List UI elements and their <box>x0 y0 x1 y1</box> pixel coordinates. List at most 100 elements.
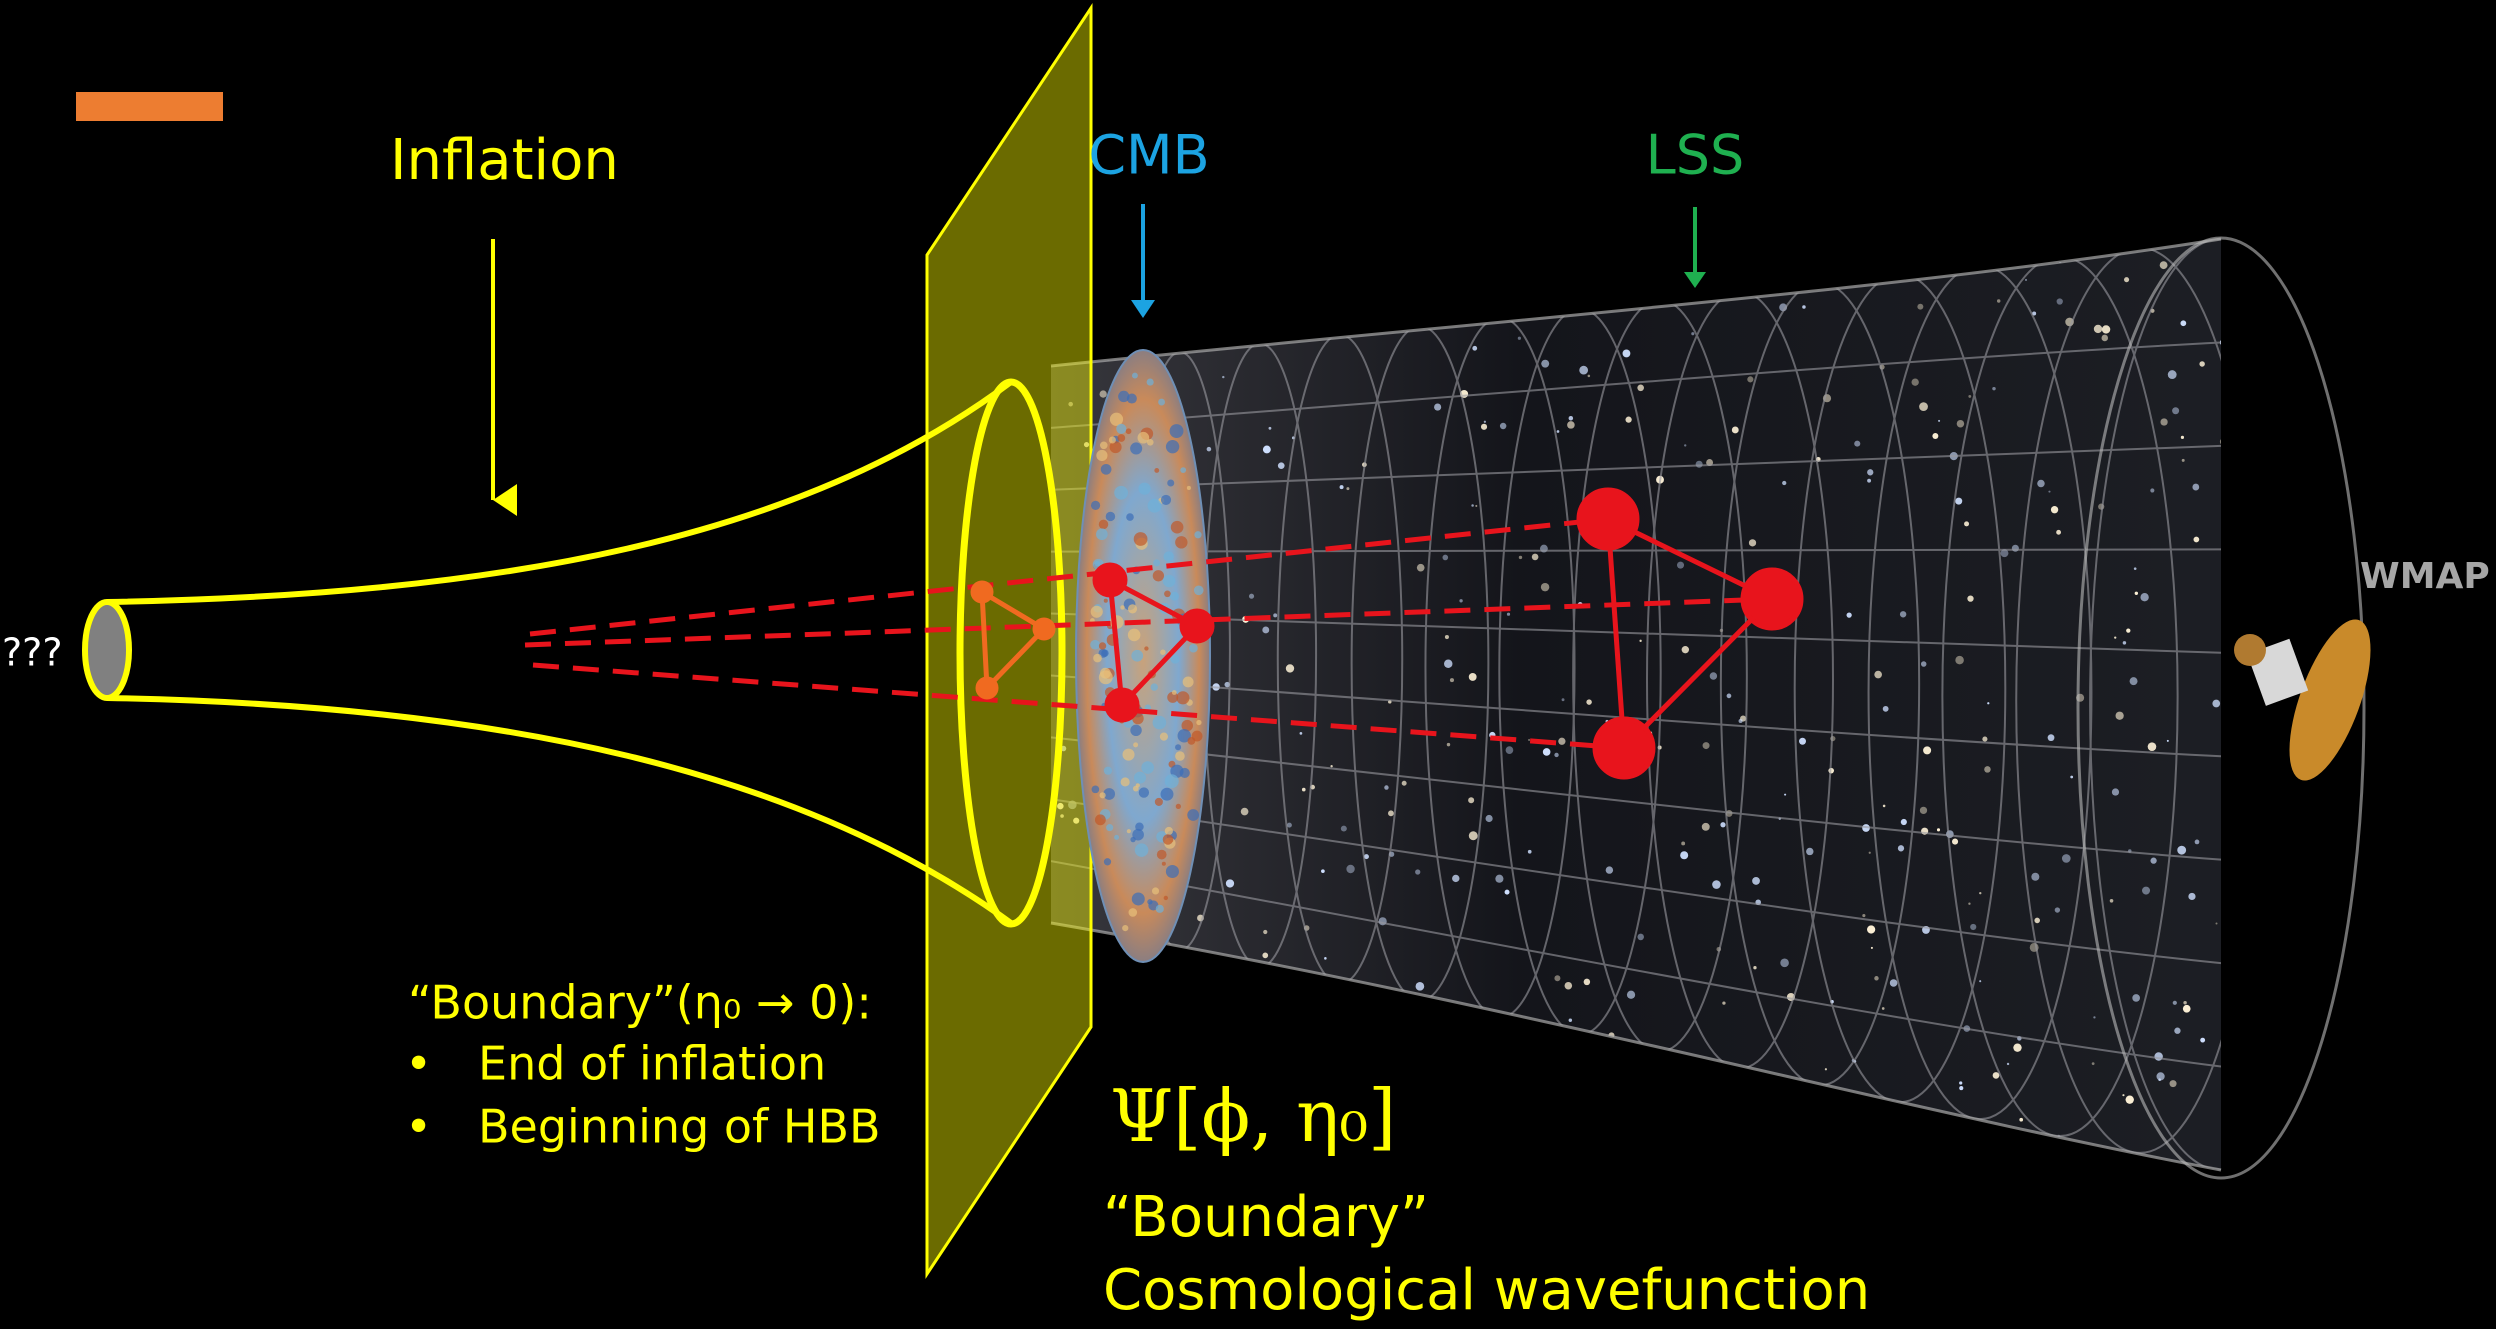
cmb-arrow-head <box>1131 300 1155 318</box>
decoration <box>1173 283 1179 289</box>
decoration <box>1096 450 1107 461</box>
decoration <box>1702 823 1710 831</box>
decoration <box>1970 924 1976 930</box>
decoration <box>2167 740 2169 742</box>
decoration <box>2199 361 2204 366</box>
decoration <box>2031 873 2039 881</box>
decoration <box>1637 934 1644 941</box>
decoration <box>2212 700 2220 708</box>
decoration <box>1955 498 1962 505</box>
decoration <box>1853 233 1857 237</box>
decoration <box>1444 660 1452 668</box>
decoration <box>1447 743 1450 746</box>
decoration <box>1269 1030 1276 1037</box>
decoration <box>1148 499 1162 513</box>
decoration <box>1415 869 1420 874</box>
decoration <box>2037 480 2045 488</box>
decoration <box>2282 898 2289 905</box>
decoration <box>2140 593 2148 601</box>
decoration <box>2094 325 2102 333</box>
decoration <box>1720 822 1725 827</box>
decoration <box>1175 744 1181 750</box>
decoration <box>1890 979 1898 987</box>
decoration <box>1147 899 1152 904</box>
decoration <box>1095 1027 1098 1030</box>
decoration <box>1194 585 1204 595</box>
decoration <box>2170 1080 2177 1087</box>
decoration <box>2019 1118 2023 1122</box>
decoration <box>1058 1103 1062 1107</box>
decoration <box>1967 595 1973 601</box>
decoration <box>1484 421 1486 423</box>
decoration <box>1334 298 1339 303</box>
decoration <box>2277 769 2283 775</box>
decoration <box>1300 732 1303 735</box>
decoration <box>2148 742 2157 751</box>
decoration <box>1091 606 1103 618</box>
decoration <box>2177 846 2186 855</box>
decoration <box>1104 599 1108 603</box>
decoration <box>1116 424 1126 434</box>
decoration <box>1519 556 1522 559</box>
decoration <box>1100 668 1111 679</box>
decoration <box>2070 776 2073 779</box>
decoration <box>1964 521 1969 526</box>
decoration <box>1932 433 1938 439</box>
decoration <box>1123 749 1135 761</box>
decoration <box>1154 468 1159 473</box>
decoration <box>1129 908 1138 917</box>
decoration <box>1155 798 1163 806</box>
decoration <box>1221 300 1230 309</box>
decoration <box>1684 444 1686 446</box>
decoration <box>2238 459 2244 465</box>
decoration <box>1196 720 1201 725</box>
decoration <box>1120 605 1124 609</box>
decoration <box>1184 266 1187 269</box>
decoration <box>2107 1166 2113 1172</box>
decoration <box>1584 979 1590 985</box>
decoration <box>2308 988 2315 995</box>
decoration <box>1176 804 1181 809</box>
decoration <box>1153 570 1164 581</box>
decoration <box>1180 339 1182 341</box>
decoration <box>1097 306 1100 309</box>
decoration <box>1166 440 1179 453</box>
lss-arrow-head <box>1684 272 1706 288</box>
decoration <box>2292 1136 2294 1138</box>
decoration <box>2150 488 2154 492</box>
decoration <box>1532 554 1539 561</box>
decoration <box>2183 1001 2186 1004</box>
decoration <box>1180 768 1190 778</box>
decoration <box>1938 420 1940 422</box>
decoration <box>2158 1078 2161 1081</box>
decoration <box>1452 875 1459 882</box>
decoration <box>1133 786 1139 792</box>
decoration <box>1434 404 1441 411</box>
decoration <box>1161 788 1174 801</box>
decoration <box>1459 599 1462 602</box>
decoration <box>1475 505 1477 507</box>
decoration <box>1132 373 1138 379</box>
decoration <box>2182 459 2185 462</box>
decoration <box>1385 1063 1393 1071</box>
decoration <box>2220 438 2227 445</box>
decoration <box>1133 742 1138 747</box>
decoration <box>1968 903 1970 905</box>
decoration <box>2337 999 2340 1002</box>
decoration <box>2092 1062 2095 1065</box>
decoration <box>1565 982 1573 990</box>
decoration <box>2048 734 2055 741</box>
decoration <box>1680 261 1686 267</box>
decoration <box>1291 1003 1296 1008</box>
decoration <box>1691 332 1694 335</box>
decoration <box>1135 843 1149 857</box>
decoration <box>2093 1016 2095 1018</box>
decoration <box>1263 446 1271 454</box>
decoration <box>1346 487 1349 490</box>
decoration <box>2262 712 2265 715</box>
decoration <box>2320 314 2322 316</box>
decoration <box>1144 646 1148 650</box>
decoration <box>2316 1159 2319 1162</box>
decoration <box>2309 322 2317 330</box>
decoration <box>1959 1086 1963 1090</box>
